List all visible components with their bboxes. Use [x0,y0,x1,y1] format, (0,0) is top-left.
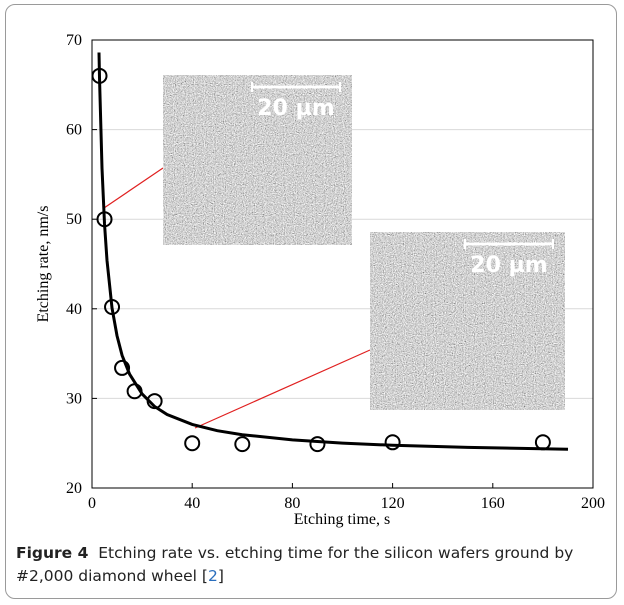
caption-text: Etching rate vs. etching time for the si… [16,544,574,585]
scale-label: 20 µm [470,253,547,278]
micrograph [163,75,352,245]
data-point [114,359,131,376]
x-tick-label: 120 [381,495,405,512]
fit-line [97,52,569,451]
y-tick-label: 20 [66,480,82,497]
micrograph [370,232,565,410]
x-tick-label: 160 [481,495,505,512]
x-tick-label: 200 [581,495,605,512]
data-point [384,434,401,451]
y-tick-label: 30 [66,390,82,407]
x-axis-label: Etching time, s [294,511,390,528]
y-tick-label: 70 [66,32,82,49]
x-tick-label: 0 [88,495,96,512]
y-tick-label: 50 [66,211,82,228]
y-axis-label: Etching rate, nm/s [35,206,52,323]
data-point [234,436,251,453]
y-tick-label: 40 [66,301,82,318]
y-tick-label: 60 [66,122,82,139]
caption-ref[interactable]: 2 [207,567,218,585]
plot-frame [91,39,594,489]
caption-end: ] [217,567,224,585]
data-point [184,435,201,452]
caption-label: Figure 4 [16,544,89,562]
figure-frame [5,4,617,599]
leader-line [194,349,371,429]
leader-line [103,167,164,209]
data-point [534,434,551,451]
caption: Figure 4 Etching rate vs. etching time f… [16,542,616,588]
scale-label: 20 µm [257,96,334,121]
data-point [309,436,326,453]
chart: Etching time, s Etching rate, nm/s 20 30 4… [35,32,605,528]
x-tick-label: 80 [284,495,300,512]
x-tick-label: 40 [184,495,200,512]
